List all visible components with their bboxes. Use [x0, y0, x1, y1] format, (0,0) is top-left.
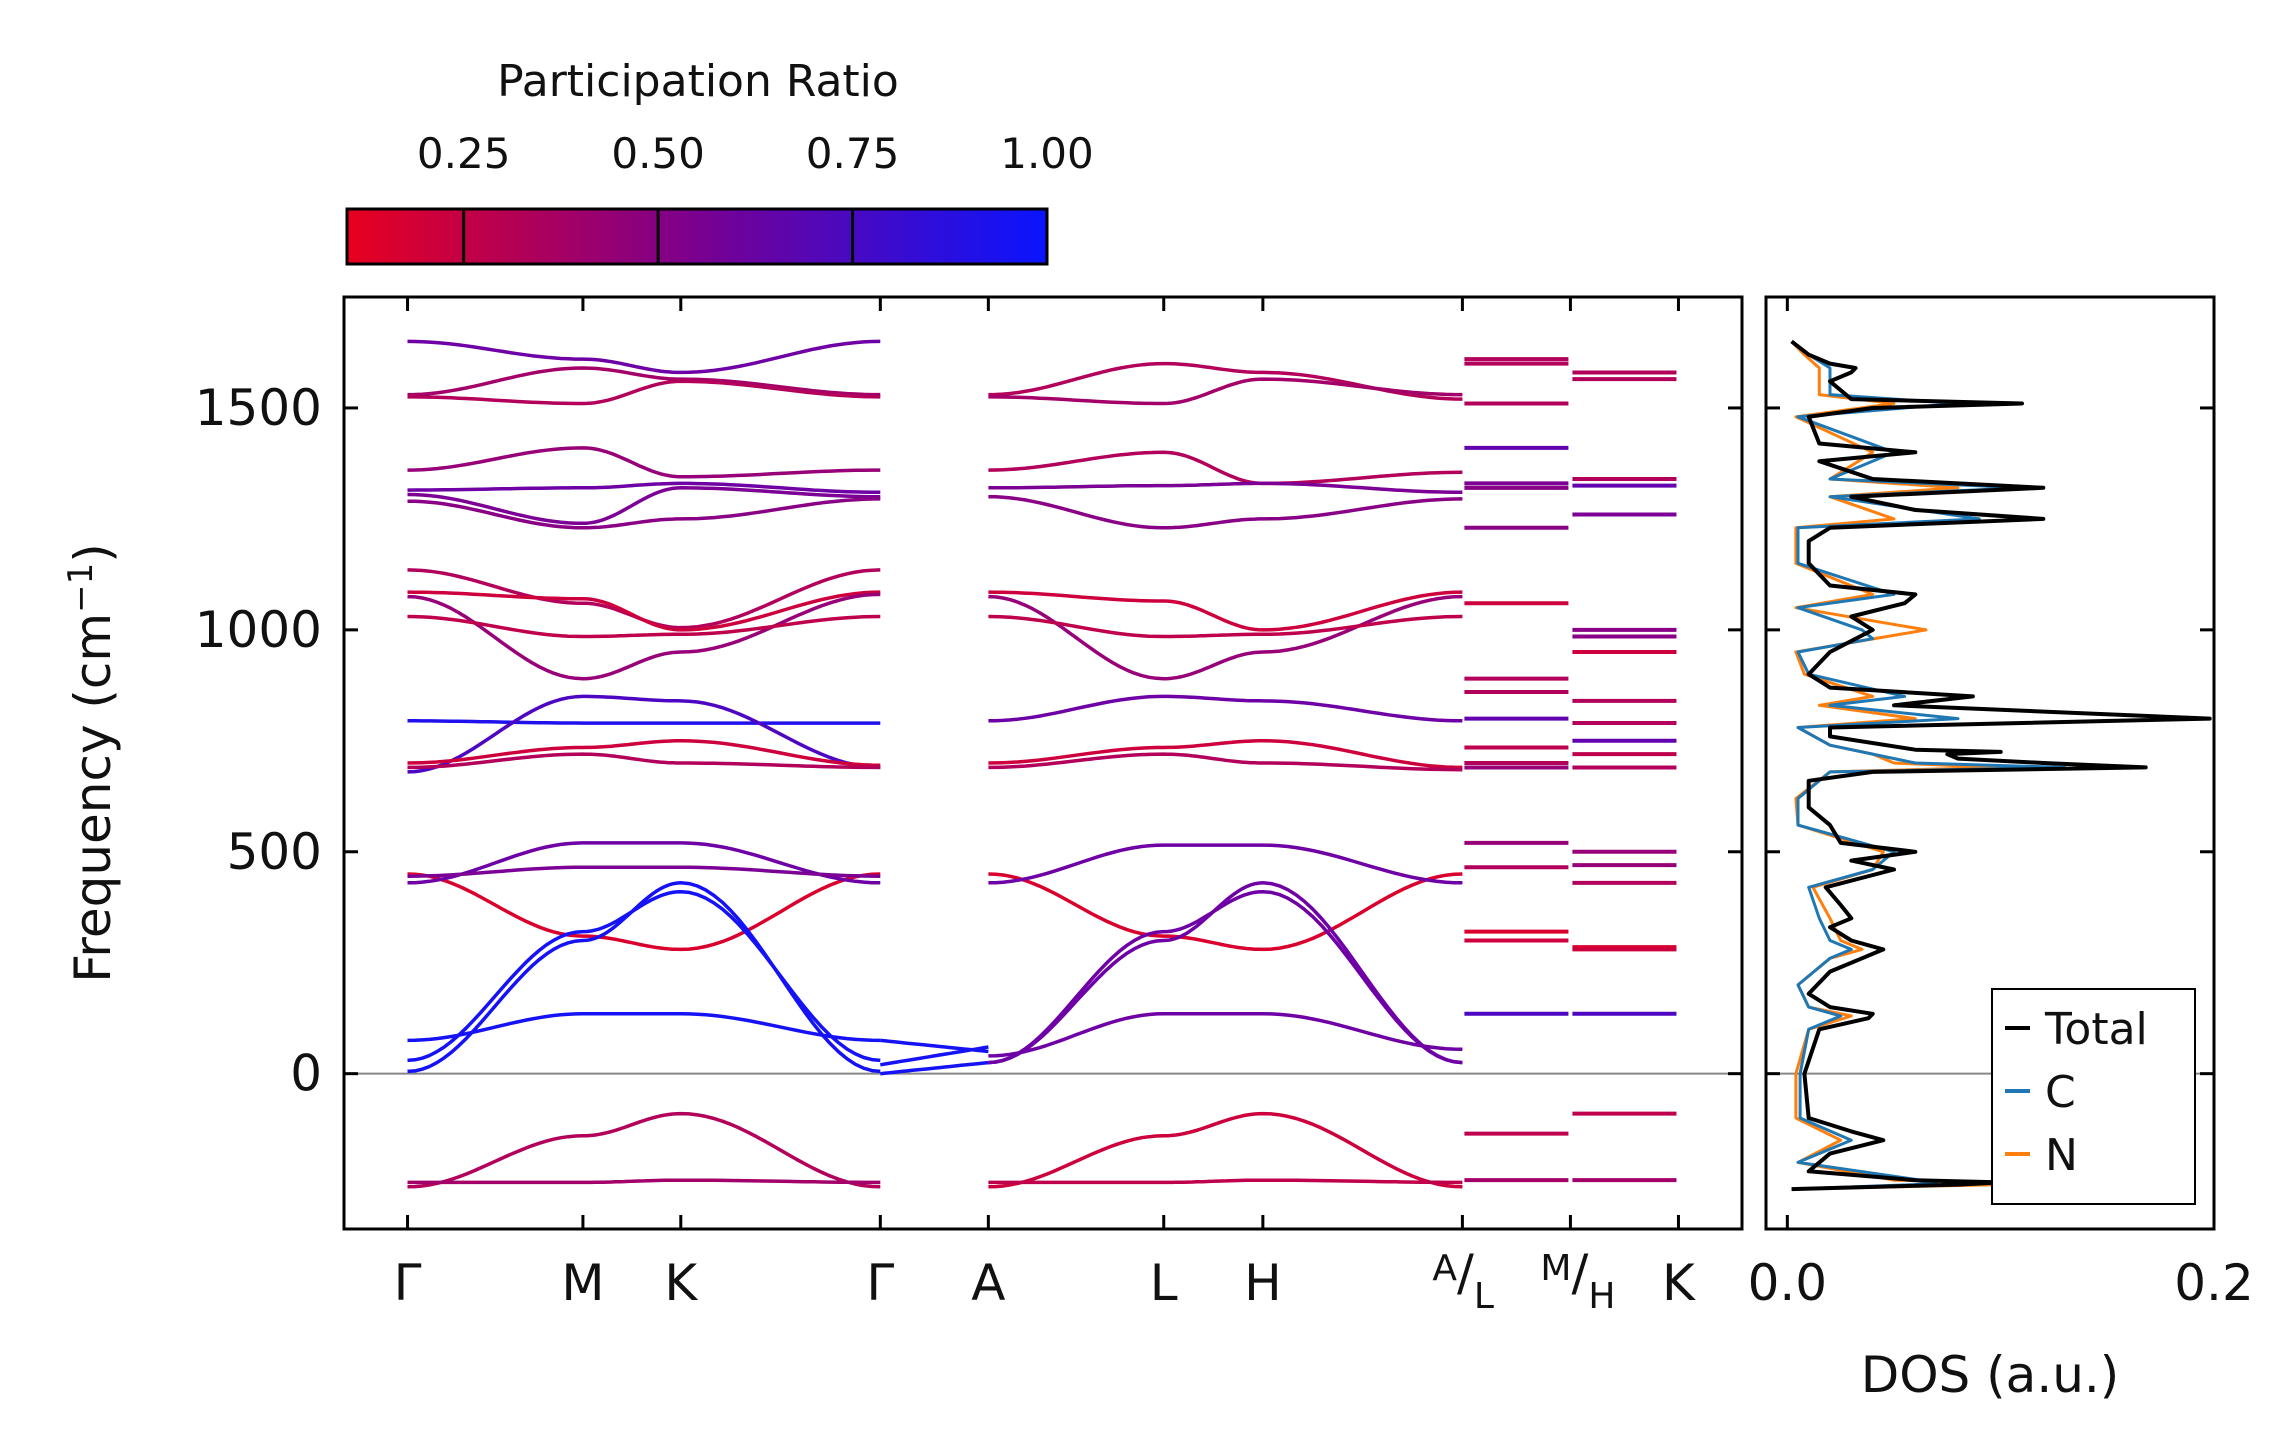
colorbar-tick-label: 0.75	[806, 129, 900, 178]
band-line-a-l-h-a	[988, 881, 1463, 1065]
x-tick-label: L	[1150, 1254, 1178, 1312]
band-line-gamma-m-k-gamma	[407, 481, 881, 495]
band-x-ticks: Γ M K Γ A L H KA/LM/H	[394, 297, 1696, 1317]
band-line-gamma-m-k-gamma	[407, 841, 881, 885]
band-line-gamma-m-k-gamma	[407, 1111, 881, 1189]
band-line-gamma-m-k-gamma	[407, 1012, 881, 1043]
band-line-a-l-h-a	[988, 361, 1463, 401]
x-tick-label: K	[664, 1254, 698, 1312]
colorbar-tick-label: 1.00	[1000, 129, 1094, 178]
bands	[407, 339, 1677, 1189]
band-line-a-l-h-a	[988, 594, 1463, 681]
band-line-gamma-m-k-gamma	[407, 865, 881, 878]
band-line-a-l-h-a	[988, 889, 1463, 1065]
band-line-gamma-m-k-gamma	[407, 881, 881, 1074]
x-split-tick-label: M/H	[1540, 1244, 1615, 1317]
band-line-gamma-a	[880, 1045, 989, 1067]
legend-entries: Total CN	[2005, 1004, 2148, 1181]
legend-frame	[1991, 988, 2196, 1205]
x-split-bottom: H	[1588, 1276, 1615, 1317]
x-split-tick-label: A/L	[1432, 1244, 1494, 1317]
colorbar-tick-label: 0.50	[611, 129, 705, 178]
x-tick-label: M	[561, 1254, 604, 1312]
band-line-a-l-h-a	[988, 590, 1463, 632]
band-line-gamma-m-k-gamma	[407, 694, 881, 774]
colorbar-tick-label: 0.25	[417, 129, 511, 178]
colorbar-ticks: 0.25 0.50 0.75 1.00	[417, 129, 1094, 264]
band-y-ticks: 0 500 1000 1500	[195, 379, 1742, 1103]
band-line-gamma-m-k-gamma	[407, 486, 881, 526]
band-line-gamma-m-k-gamma	[407, 590, 881, 632]
band-line-gamma-m-k-gamma	[407, 1178, 881, 1185]
band-line-gamma-m-k-gamma	[407, 446, 881, 479]
band-line-a-l-h-a	[988, 450, 1463, 486]
band-line-a-l-h-a	[988, 494, 1463, 530]
colorbar-gradient	[345, 207, 1049, 266]
band-line-gamma-m-k-gamma	[407, 379, 881, 406]
band-line-gamma-m-k-gamma	[407, 889, 881, 1063]
band-line-a-l-h-a	[988, 739, 1463, 770]
band-line-a-l-h-a	[988, 1012, 1463, 1058]
band-line-a-l-h-a	[988, 614, 1463, 639]
x-split-top: A	[1432, 1248, 1457, 1289]
legend-label: C	[2045, 1067, 2076, 1118]
band-line-gamma-m-k-gamma	[407, 592, 881, 681]
band-line-gamma-a	[880, 1060, 989, 1076]
y-tick-label: 0	[290, 1045, 322, 1103]
band-line-a-l-h-a	[988, 752, 1463, 772]
dos-y-ticks	[1766, 406, 2214, 1076]
band-line-gamma-m-k-gamma	[407, 739, 881, 767]
y-tick-label: 500	[227, 823, 322, 881]
band-line-a-l-h-a	[988, 377, 1463, 406]
x-split-bottom: L	[1474, 1276, 1494, 1317]
band-line-gamma-m-k-gamma	[407, 752, 881, 770]
band-axes-frame	[342, 295, 1744, 1231]
dos-series-total	[1790, 339, 2212, 1192]
dos-lines	[1790, 339, 2212, 1192]
x-tick-label: H	[1244, 1254, 1282, 1312]
band-line-a-l-h-a	[988, 1111, 1463, 1189]
x-tick-label: Γ	[866, 1254, 894, 1312]
x-tick-label: Γ	[394, 1254, 422, 1312]
dos-panel: 0.0 0.2 DOS (a.u.) Total CN	[1748, 295, 2254, 1404]
x-tick-label: K	[1662, 1254, 1696, 1312]
legend-label: N	[2045, 1130, 2078, 1181]
band-line-gamma-m-k-gamma	[407, 719, 881, 725]
y-axis-title-main: Frequency (cm	[64, 613, 122, 983]
band-line-gamma-m-k-gamma	[407, 614, 881, 639]
y-tick-label: 1000	[195, 601, 322, 659]
band-line-a-l-h-a	[988, 1178, 1463, 1185]
x-split-top: M	[1540, 1248, 1571, 1289]
legend-label: Total	[2044, 1004, 2148, 1055]
y-axis-title: Frequency (cm−1)	[61, 543, 122, 983]
band-line-gamma-m-k-gamma	[407, 366, 881, 397]
x-split-slash: /	[1571, 1244, 1588, 1302]
y-axis-title-sup: −1	[61, 563, 101, 613]
band-line-gamma-m-k-gamma	[407, 497, 881, 530]
colorbar-title: Participation Ratio	[497, 56, 899, 107]
band-line-gamma-m-k-gamma	[407, 872, 881, 952]
x-tick-label: A	[971, 1254, 1005, 1312]
band-line-a-l-h-a	[988, 481, 1463, 495]
dos-legend: Total CN	[1991, 988, 2196, 1205]
band-line-gamma-m-k-gamma	[407, 339, 881, 375]
dos-x-tick-label: 0.0	[1748, 1254, 1828, 1312]
band-line-a-l-h-a	[988, 694, 1463, 723]
colorbar: Participation Ratio 0.25 0.50 0.75 1.00	[345, 56, 1094, 266]
y-tick-label: 1500	[195, 379, 322, 437]
dos-x-axis-title: DOS (a.u.)	[1861, 1346, 2120, 1404]
x-split-slash: /	[1457, 1244, 1474, 1302]
dos-x-ticks: 0.0 0.2	[1748, 297, 2254, 1312]
band-line-a-l-h-a	[988, 843, 1463, 885]
dos-x-tick-label: 0.2	[2174, 1254, 2254, 1312]
dos-axes-frame	[1764, 295, 2216, 1231]
y-axis-title-close: )	[64, 543, 122, 563]
band-line-a-l-h-a	[988, 872, 1463, 952]
